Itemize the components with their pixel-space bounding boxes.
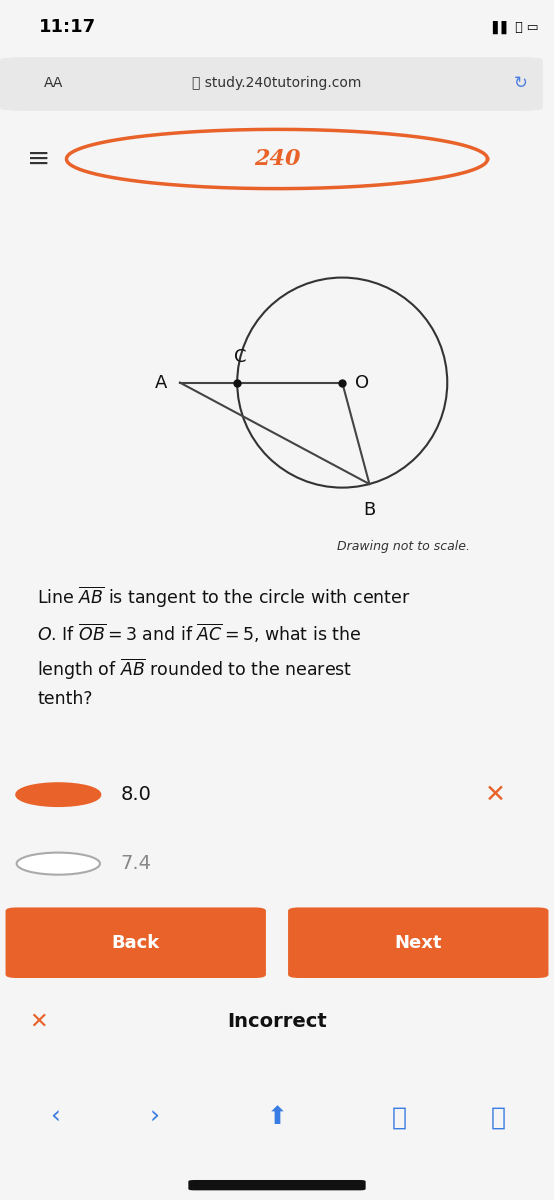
Text: ▌▌ ⌾ ▭: ▌▌ ⌾ ▭ (492, 20, 538, 34)
Text: ⬆: ⬆ (266, 1105, 288, 1129)
Text: Drawing not to scale.: Drawing not to scale. (337, 540, 470, 553)
Text: 240: 240 (254, 148, 300, 170)
Text: Next: Next (394, 934, 442, 952)
FancyBboxPatch shape (6, 907, 266, 978)
Text: ↻: ↻ (514, 73, 528, 91)
Text: ✕: ✕ (29, 1012, 48, 1032)
Text: B: B (363, 500, 376, 518)
Text: Incorrect: Incorrect (227, 1012, 327, 1031)
Text: ›: › (150, 1105, 160, 1129)
Text: ‹: ‹ (50, 1105, 60, 1129)
Circle shape (17, 784, 100, 805)
FancyBboxPatch shape (288, 907, 548, 978)
FancyBboxPatch shape (0, 56, 543, 110)
Text: Back: Back (111, 934, 160, 952)
Text: ✕: ✕ (485, 782, 506, 806)
Text: 11:17: 11:17 (39, 18, 96, 36)
Text: AA: AA (44, 76, 64, 90)
Text: 8.0: 8.0 (121, 785, 152, 804)
Text: ≡: ≡ (27, 145, 50, 173)
Text: ⧉: ⧉ (491, 1105, 506, 1129)
Text: 🔒 study.240tutoring.com: 🔒 study.240tutoring.com (192, 76, 362, 90)
FancyBboxPatch shape (188, 1180, 366, 1190)
Text: 7.4: 7.4 (121, 854, 152, 874)
Text: O: O (355, 373, 369, 391)
Text: Line $\overline{AB}$ is tangent to the circle with center
$O$. If $\overline{OB}: Line $\overline{AB}$ is tangent to the c… (38, 584, 411, 708)
Text: 📖: 📖 (391, 1105, 407, 1129)
Circle shape (17, 852, 100, 875)
Text: C: C (234, 348, 247, 366)
Text: A: A (155, 373, 167, 391)
